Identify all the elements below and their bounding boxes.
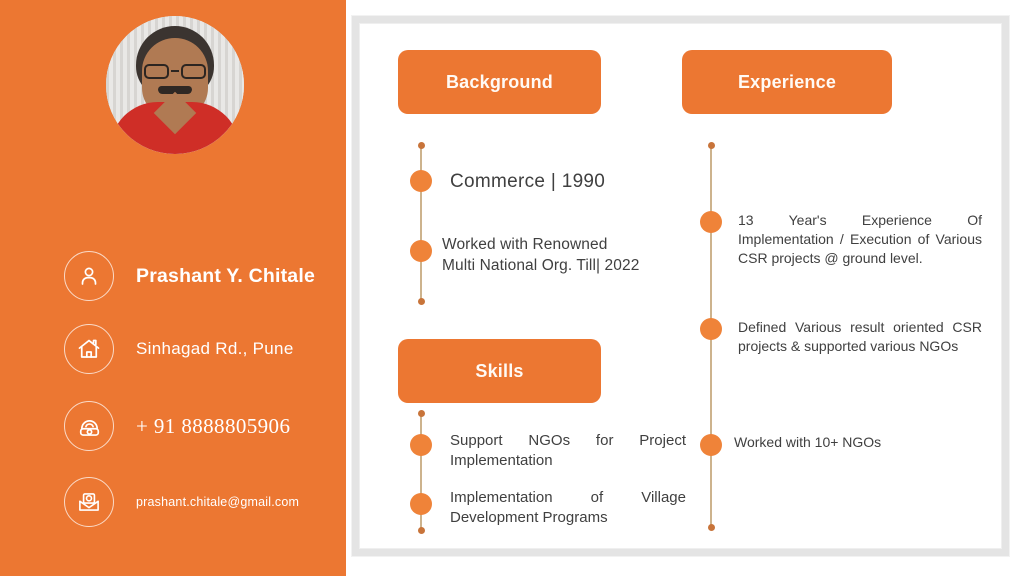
experience-item-2: Defined Various result oriented CSR proj… xyxy=(738,319,982,354)
skills-item-1: Support NGOs for Project Implementation xyxy=(450,432,686,470)
section-chip-label: Skills xyxy=(475,360,524,381)
section-chip-label: Background xyxy=(445,71,553,92)
timeline-dot xyxy=(410,434,432,456)
profile-sidebar: Prashant Y. Chitale Sinhagad Rd., Pune xyxy=(0,0,346,576)
timeline-dot xyxy=(410,170,432,192)
person-icon xyxy=(64,251,114,301)
section-chip-experience[interactable]: Experience xyxy=(682,50,892,114)
timeline-dot xyxy=(700,434,722,456)
timeline-skills xyxy=(420,413,422,530)
profile-phone: + 91 8888805906 xyxy=(136,413,291,438)
background-item-1: Commerce | 1990 xyxy=(450,171,606,192)
timeline-cap-bottom xyxy=(707,524,715,531)
avatar-glasses-icon xyxy=(142,64,208,80)
timeline-cap-top xyxy=(707,142,715,149)
timeline-dot xyxy=(700,211,722,233)
timeline-cap-bottom xyxy=(417,527,425,534)
contact-row-phone: + 91 8888805906 xyxy=(64,400,290,452)
avatar-moustache xyxy=(158,86,192,94)
skills-item-2: Implementation of Village Development Pr… xyxy=(450,489,686,527)
timeline-dot xyxy=(700,318,722,340)
profile-email: prashant.chitale@gmail.com xyxy=(136,495,300,509)
timeline-cap-top xyxy=(417,142,425,149)
section-chip-skills[interactable]: Skills xyxy=(398,339,601,403)
timeline-dot xyxy=(410,493,432,515)
timeline-cap-top xyxy=(417,410,425,417)
contact-row-name: Prashant Y. Chitale xyxy=(64,250,315,302)
section-chip-background[interactable]: Background xyxy=(398,50,601,114)
timeline-cap-bottom xyxy=(417,298,425,305)
content-panel: Background Commerce | 1990 Worked with R… xyxy=(359,23,1002,549)
section-chip-label: Experience xyxy=(737,71,837,92)
timeline-background xyxy=(420,145,422,302)
home-icon xyxy=(64,324,114,374)
profile-address: Sinhagad Rd., Pune xyxy=(136,339,294,358)
experience-item-3: Worked with 10+ NGOs xyxy=(734,434,882,450)
envelope-icon xyxy=(64,477,114,527)
avatar xyxy=(106,16,244,154)
profile-name: Prashant Y. Chitale xyxy=(136,264,316,287)
contact-row-address: Sinhagad Rd., Pune xyxy=(64,323,294,375)
contact-row-email: prashant.chitale@gmail.com xyxy=(64,476,299,528)
timeline-dot xyxy=(410,240,432,262)
background-item-2: Worked with Renowned Multi National Org.… xyxy=(442,236,640,274)
experience-item-1: 13 Year's Experience Of Implementation /… xyxy=(738,212,982,266)
phone-icon xyxy=(64,401,114,451)
